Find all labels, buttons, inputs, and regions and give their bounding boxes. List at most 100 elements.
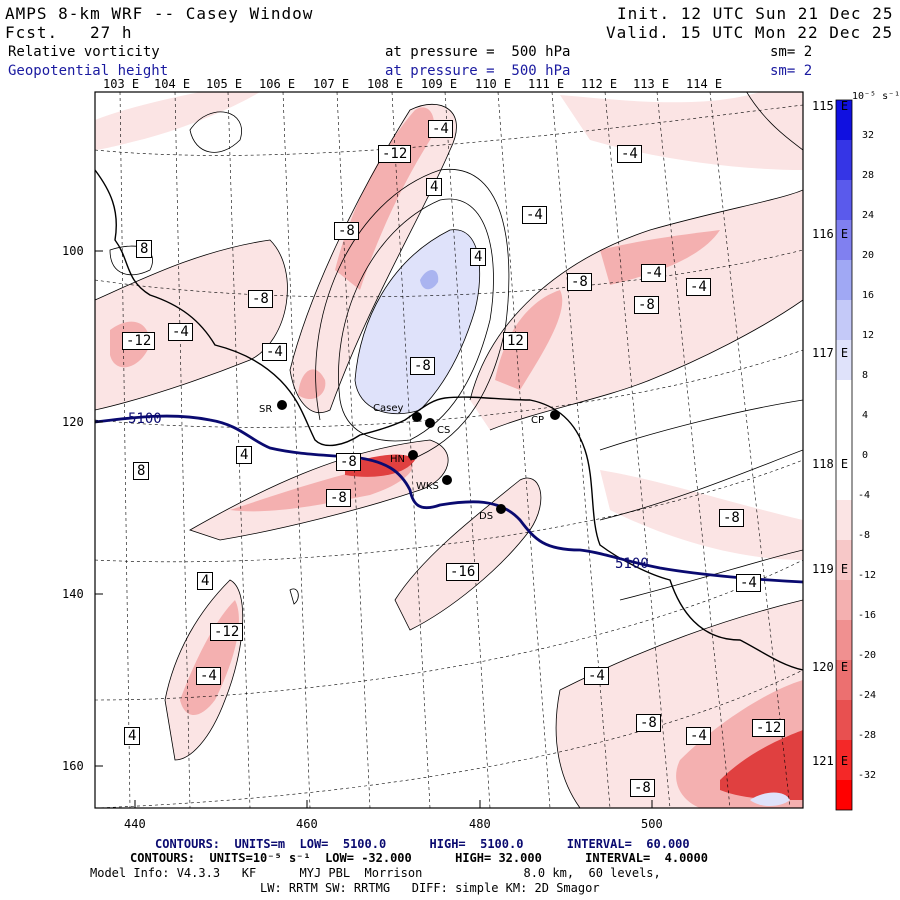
station-label: CS (437, 425, 451, 436)
x-tick-label: 440 (124, 817, 146, 831)
vorticity-contour-label: -8 (719, 509, 744, 527)
vorticity-contour-label: -8 (630, 779, 655, 797)
field2-level: at pressure = 500 hPa (385, 63, 571, 79)
vorticity-contour-label: 4 (236, 446, 253, 464)
colorbar-label: -4 (858, 490, 871, 501)
vorticity-contour-label: -8 (334, 222, 359, 240)
colorbar-label: 0 (862, 450, 869, 461)
plot-frame (94, 91, 804, 809)
station-label: CP (531, 415, 545, 426)
vorticity-contour-label: 4 (426, 178, 443, 196)
longitude-label-top: 106 E (259, 77, 296, 91)
colorbar-label: 20 (862, 250, 875, 261)
vorticity-contour-label: -4 (686, 727, 711, 745)
vorticity-contour-label: -4 (584, 667, 609, 685)
vorticity-contour-label: -4 (641, 264, 666, 282)
longitude-label-right: 121 E (812, 754, 849, 768)
axis-ticks (95, 250, 653, 808)
colorbar-label: 16 (862, 290, 875, 301)
longitude-label-right: 117 E (812, 346, 849, 360)
station-dots (277, 400, 560, 514)
footer-vorticity-contours: CONTOURS: UNITS=10⁻⁵ s⁻¹ LOW= -32.000 HI… (130, 851, 708, 865)
longitude-label-top: 111 E (528, 77, 565, 91)
vorticity-contour-label: -4 (168, 323, 193, 341)
colorbar-label: -16 (858, 610, 877, 621)
colorbar-label: -20 (858, 650, 877, 661)
colorbar-label: -32 (858, 770, 877, 781)
vorticity-contour-label: -4 (617, 145, 642, 163)
vorticity-contour-label: 4 (124, 727, 141, 745)
colorbar-label: 4 (862, 410, 869, 421)
field1-name: Relative vorticity (8, 44, 160, 60)
vorticity-contour-label: 8 (136, 240, 153, 258)
longitude-label-top: 103 E (103, 77, 140, 91)
longitude-label-top: 105 E (206, 77, 243, 91)
vorticity-contour-label: 4 (470, 248, 487, 266)
vorticity-contour-label: -4 (262, 343, 287, 361)
y-tick-label: 140 (62, 587, 84, 601)
y-tick-label: 120 (62, 415, 84, 429)
y-tick-label: 100 (62, 244, 84, 258)
field1-smoothing: sm= 2 (770, 44, 813, 60)
height-label-west: 5100 (128, 411, 162, 427)
footer-height-contours: CONTOURS: UNITS=m LOW= 5100.0 HIGH= 5100… (155, 837, 690, 851)
footer-model-info: Model Info: V4.3.3 KF MYJ PBL Morrison 8… (90, 866, 661, 880)
colorbar-label: -12 (858, 570, 877, 581)
vorticity-contour-label: -4 (686, 278, 711, 296)
vorticity-contour-label: -4 (736, 574, 761, 592)
vorticity-contour-label: -4 (196, 667, 221, 685)
vorticity-contour-label: 12 (503, 332, 528, 350)
longitude-label-top: 113 E (633, 77, 670, 91)
vorticity-contour-label: -8 (636, 714, 661, 732)
station-label: Casey (373, 403, 404, 414)
longitude-label-right: 119 E (812, 562, 849, 576)
station-label: DS (479, 511, 494, 522)
x-tick-label: 460 (296, 817, 318, 831)
height-label-east: 5100 (615, 556, 649, 572)
longitude-label-right: 118 E (812, 457, 849, 471)
vorticity-contour-label: -4 (428, 120, 453, 138)
init-time: Init. 12 UTC Sun 21 Dec 25 (617, 4, 894, 23)
colorbar (835, 99, 853, 811)
height-contour-5100 (95, 414, 803, 584)
colorbar-label: -24 (858, 690, 877, 701)
vorticity-contour-label: -12 (752, 719, 786, 737)
vorticity-contour-label: -12 (210, 623, 244, 641)
longitude-label-top: 104 E (154, 77, 191, 91)
colorbar-label: 8 (862, 370, 869, 381)
vorticity-contour-label: -8 (567, 273, 592, 291)
x-tick-label: 500 (641, 817, 663, 831)
colorbar-label: -8 (858, 530, 871, 541)
vorticity-contour-label: 8 (133, 462, 150, 480)
colorbar-label: 12 (862, 330, 875, 341)
longitude-label-top: 110 E (475, 77, 512, 91)
valid-time: Valid. 15 UTC Mon 22 Dec 25 (606, 23, 894, 42)
longitude-label-top: 108 E (367, 77, 404, 91)
vorticity-contour-label: -8 (634, 296, 659, 314)
vorticity-contour-label: -8 (248, 290, 273, 308)
vorticity-contour-label: -12 (122, 332, 156, 350)
colorbar-unit: 10⁻⁵ s⁻¹ (852, 91, 900, 102)
station-label: SR (259, 404, 273, 415)
vorticity-contour-label: -16 (446, 563, 480, 581)
colorbar-label: 32 (862, 130, 875, 141)
colorbar-label: -28 (858, 730, 877, 741)
field2-smoothing: sm= 2 (770, 63, 813, 79)
vorticity-contour-label: -8 (410, 357, 435, 375)
longitude-label-top: 107 E (313, 77, 350, 91)
footer-physics: LW: RRTM SW: RRTMG DIFF: simple KM: 2D S… (260, 881, 600, 895)
field1-level: at pressure = 500 hPa (385, 44, 571, 60)
vorticity-contour-label: -12 (378, 145, 412, 163)
vorticity-contour-label: -8 (326, 489, 351, 507)
field2-name: Geopotential height (8, 63, 169, 79)
longitude-label-top: 109 E (421, 77, 458, 91)
latlon-grid (95, 92, 803, 808)
forecast-label: Fcst. (5, 23, 59, 42)
colorbar-label: 28 (862, 170, 875, 181)
longitude-label-top: 114 E (686, 77, 723, 91)
y-tick-label: 160 (62, 759, 84, 773)
vorticity-contour-label: -4 (522, 206, 547, 224)
longitude-label-right: 115 E (812, 99, 849, 113)
longitude-label-right: 116 E (812, 227, 849, 241)
